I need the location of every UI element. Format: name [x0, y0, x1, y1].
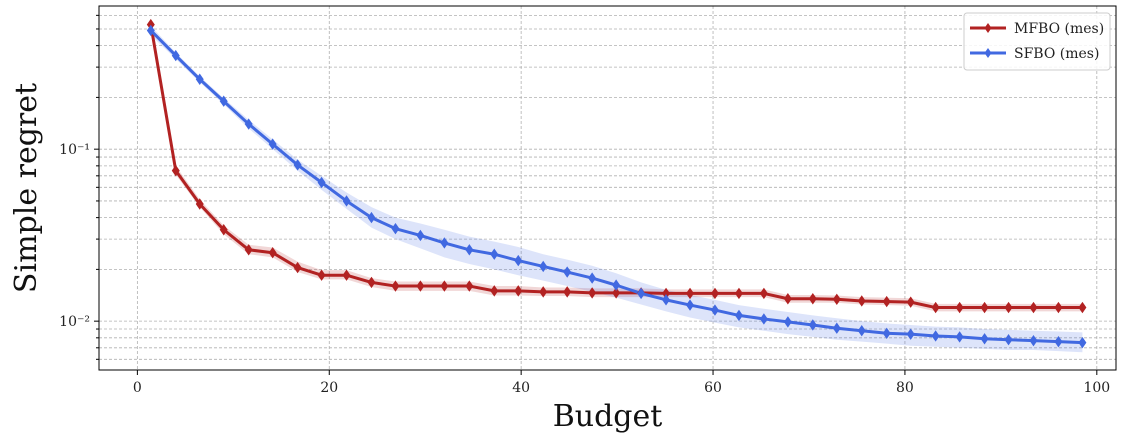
data-point-sfbo [686, 299, 694, 311]
data-point-mfbo [219, 224, 228, 236]
data-point-sfbo [171, 49, 180, 62]
data-point-mfbo [342, 269, 351, 281]
data-point-mfbo [1054, 301, 1063, 314]
data-point-sfbo [882, 327, 891, 339]
data-point-sfbo [440, 237, 449, 249]
data-point-mfbo [783, 293, 792, 305]
legend-entry-mfbo: MFBO (mes) [1014, 21, 1104, 37]
data-point-sfbo [539, 260, 548, 273]
y-axis-label: Simple regret [9, 83, 44, 293]
data-point-sfbo [195, 73, 204, 85]
data-point-sfbo [146, 24, 155, 37]
data-point-mfbo [367, 276, 376, 289]
data-point-sfbo [783, 316, 792, 328]
data-point-mfbo [906, 296, 915, 308]
data-point-sfbo [734, 309, 743, 322]
data-point-sfbo [563, 266, 572, 278]
data-point-sfbo [955, 331, 964, 343]
data-point-mfbo [391, 280, 400, 292]
data-point-sfbo [906, 328, 915, 340]
data-point-sfbo [244, 118, 253, 130]
data-point-mfbo [539, 286, 548, 298]
data-point-sfbo [219, 95, 228, 107]
data-point-mfbo [317, 269, 326, 281]
data-point-sfbo [465, 244, 474, 256]
data-point-sfbo [342, 195, 351, 207]
data-point-mfbo [514, 285, 523, 297]
data-point-sfbo [317, 176, 326, 189]
data-point-sfbo [710, 304, 719, 316]
data-point-mfbo [980, 301, 989, 314]
data-point-mfbo [293, 261, 302, 274]
data-point-sfbo [832, 322, 841, 334]
series-markers [146, 18, 1087, 349]
data-point-mfbo [734, 287, 743, 300]
data-point-sfbo [490, 248, 499, 260]
data-point-mfbo [1078, 301, 1087, 314]
data-point-mfbo [955, 301, 964, 314]
data-point-sfbo [662, 294, 671, 306]
data-point-mfbo [563, 286, 572, 298]
x-tick-label: 40 [512, 380, 530, 396]
plot-frame [98, 5, 1117, 371]
data-point-mfbo [1004, 301, 1013, 314]
data-point-mfbo [171, 164, 180, 177]
data-point-sfbo [588, 272, 597, 284]
data-point-mfbo [490, 285, 499, 297]
legend: MFBO (mes) SFBO (mes) [963, 12, 1111, 71]
data-point-mfbo [465, 280, 474, 292]
legend-entry-sfbo: SFBO (mes) [1014, 46, 1099, 62]
data-point-sfbo [268, 138, 277, 150]
data-point-mfbo [857, 295, 866, 307]
data-point-sfbo [759, 313, 768, 325]
data-point-sfbo [980, 333, 989, 345]
legend-marker-mfbo [984, 23, 992, 33]
x-tick-label: 0 [133, 380, 142, 396]
x-axis-label: Budget [553, 399, 663, 434]
data-point-mfbo [244, 244, 253, 256]
data-point-sfbo [1054, 335, 1063, 348]
data-point-sfbo [391, 222, 400, 235]
x-tick-label: 80 [896, 380, 914, 396]
confidence-band-sfbo [150, 26, 1083, 353]
data-point-sfbo [293, 159, 302, 171]
data-point-mfbo [268, 247, 277, 259]
legend-marker-sfbo [984, 48, 992, 58]
data-point-sfbo [612, 279, 621, 291]
x-tick-label: 60 [704, 380, 722, 396]
y-tick-label: 10⁻² [59, 314, 90, 330]
data-point-mfbo [195, 198, 204, 210]
data-point-sfbo [367, 211, 376, 224]
data-point-sfbo [1078, 336, 1087, 349]
data-point-sfbo [1004, 334, 1013, 346]
data-point-sfbo [808, 319, 817, 331]
data-point-mfbo [882, 295, 891, 308]
data-point-mfbo [808, 293, 817, 305]
data-point-sfbo [416, 229, 425, 242]
data-point-mfbo [588, 287, 597, 299]
data-point-sfbo [637, 287, 646, 300]
data-point-sfbo [1029, 334, 1038, 347]
data-point-sfbo [857, 325, 866, 337]
data-point-mfbo [686, 287, 694, 300]
data-point-mfbo [931, 301, 940, 314]
axis-ticks: 0 20 40 60 80 100 10⁻¹ 10⁻² [59, 14, 1110, 396]
data-point-mfbo [710, 287, 719, 300]
x-tick-label: 20 [320, 380, 338, 396]
data-point-mfbo [440, 280, 449, 292]
data-point-mfbo [416, 280, 425, 292]
data-point-sfbo [514, 254, 523, 267]
y-tick-label: 10⁻¹ [59, 142, 90, 158]
data-point-mfbo [832, 293, 841, 305]
grid-lines [99, 6, 1116, 370]
x-tick-label: 100 [1083, 380, 1110, 396]
data-point-mfbo [612, 287, 621, 299]
data-point-mfbo [759, 287, 768, 300]
confidence-bands [150, 20, 1083, 353]
data-point-mfbo [1029, 301, 1038, 314]
data-point-sfbo [931, 330, 940, 342]
